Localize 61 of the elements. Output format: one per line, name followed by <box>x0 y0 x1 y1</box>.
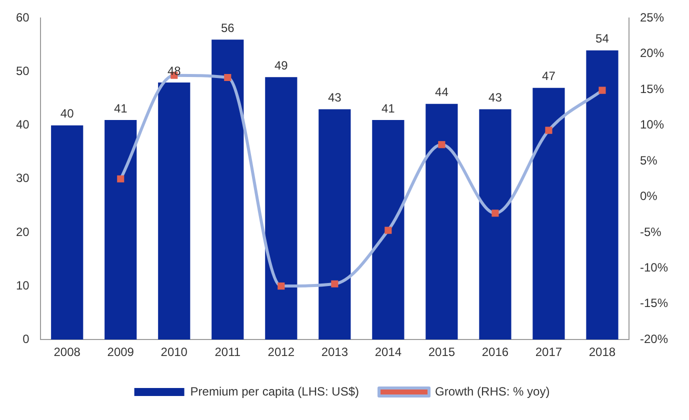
x-tick-label: 2016 <box>482 345 509 360</box>
data-label: 41 <box>114 101 128 116</box>
data-label: 54 <box>596 32 610 46</box>
data-label: 40 <box>60 106 74 121</box>
y-tick-label: 40 <box>16 118 30 132</box>
bar <box>265 77 298 340</box>
data-label: 48 <box>167 64 182 78</box>
bar <box>426 104 458 340</box>
data-label: 41 <box>382 101 396 116</box>
x-tick-label: 2014 <box>374 345 402 360</box>
point <box>598 86 606 94</box>
x-tick-label: 2015 <box>428 345 456 360</box>
point <box>438 141 446 148</box>
y2-tick-label: -5% <box>640 224 662 239</box>
y-tick-label: 60 <box>16 10 30 25</box>
point <box>545 126 552 134</box>
y2-tick-label: 5% <box>640 153 658 168</box>
point <box>117 175 124 182</box>
y-tick-label: 30 <box>16 171 30 186</box>
point <box>492 210 499 217</box>
y2-tick-label: 15% <box>640 82 664 96</box>
y2-tick-label: -15% <box>640 296 668 310</box>
bar <box>479 109 512 340</box>
y2-tick-label: -10% <box>640 260 668 274</box>
x-tick-label: 2011 <box>214 345 241 360</box>
y-tick-label: 0 <box>22 332 30 346</box>
x-tick-label: 2018 <box>588 345 616 360</box>
x-tick-label: 2013 <box>321 345 348 360</box>
y2-tick-label: -20% <box>640 332 668 346</box>
point <box>331 280 338 288</box>
x-tick-label: 2010 <box>160 345 188 360</box>
data-label: 49 <box>274 58 288 72</box>
bar <box>586 50 618 340</box>
x-tick-label: 2009 <box>107 345 134 360</box>
bar <box>212 40 244 340</box>
data-label: 47 <box>542 69 556 84</box>
legend-label: Premium per capita (LHS: US$) <box>190 384 360 398</box>
y-tick-label: 50 <box>16 64 30 78</box>
data-label: 44 <box>435 85 449 100</box>
bar <box>104 120 137 340</box>
y-tick-label: 10 <box>16 278 30 292</box>
bar <box>532 88 565 340</box>
data-label: 56 <box>220 20 235 35</box>
point <box>224 74 232 82</box>
data-label: 43 <box>488 90 502 105</box>
bar <box>318 109 351 340</box>
y2-tick-label: 25% <box>640 10 664 25</box>
x-tick-label: 2012 <box>268 345 295 360</box>
point <box>384 226 392 234</box>
x-tick-label: 2008 <box>54 345 81 360</box>
point <box>278 282 285 290</box>
y2-tick-label: 0% <box>640 189 658 204</box>
bar <box>372 120 404 340</box>
bar <box>158 82 190 340</box>
legend-label: Growth (RHS: % yoy) <box>435 384 550 398</box>
y2-tick-label: 10% <box>640 118 664 132</box>
y-tick-label: 20 <box>16 224 30 239</box>
x-tick-label: 2017 <box>535 345 562 360</box>
bar <box>51 125 84 340</box>
data-label: 43 <box>328 90 342 105</box>
y2-tick-label: 20% <box>640 46 664 60</box>
